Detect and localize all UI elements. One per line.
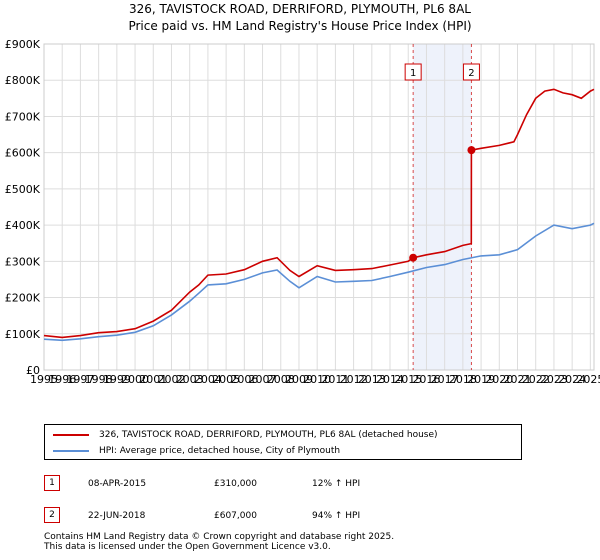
x-tick-label: 2007 <box>249 373 277 386</box>
x-tick-label: 2010 <box>303 373 331 386</box>
x-tick-label: 2006 <box>230 373 258 386</box>
x-tick-label: 1996 <box>48 373 76 386</box>
x-tick-label: 2009 <box>285 373 313 386</box>
x-tick-label: 2018 <box>449 373 477 386</box>
x-tick-label: 2024 <box>558 373 586 386</box>
property-series-line <box>43 88 595 339</box>
x-tick-label: 1995 <box>30 373 58 386</box>
sale-number-badge: 1 <box>44 475 60 491</box>
x-tick-label: 2012 <box>340 373 368 386</box>
sale-price: £607,000 <box>214 511 257 521</box>
legend-item-property: 326, TAVISTOCK ROAD, DERRIFORD, PLYMOUTH… <box>53 428 438 442</box>
y-tick-label: £800K <box>5 74 41 87</box>
y-tick-label: £0 <box>26 364 40 377</box>
y-tick-label: £500K <box>5 183 41 196</box>
sale-hpi-change: 94% ↑ HPI <box>312 511 361 521</box>
sale-point <box>467 146 476 155</box>
x-tick-label: 2001 <box>139 373 167 386</box>
sale-marker-box <box>462 63 480 81</box>
sale-hpi-change: 12% ↑ HPI <box>312 479 361 489</box>
x-tick-label: 2025 <box>576 373 600 386</box>
price-chart: £0 £100K £200K £300K £400K £500K £600K £700K £80… <box>5 38 600 386</box>
y-tick-label: £600K <box>5 147 41 160</box>
footer-copyright: Contains HM Land Registry data © Crown c… <box>44 532 395 542</box>
x-tick-label: 2008 <box>267 373 295 386</box>
chart-legend: 326, TAVISTOCK ROAD, DERRIFORD, PLYMOUTH… <box>44 424 522 460</box>
legend-label-property: 326, TAVISTOCK ROAD, DERRIFORD, PLYMOUTH… <box>99 430 438 440</box>
legend-swatch-hpi <box>53 449 89 452</box>
x-tick-label: 2015 <box>394 373 422 386</box>
x-tick-label: 2002 <box>157 373 185 386</box>
x-tick-label: 2014 <box>376 373 404 386</box>
sale-marker-label: 2 <box>468 68 474 79</box>
x-tick-label: 2016 <box>412 373 440 386</box>
y-tick-label: £700K <box>5 110 41 123</box>
x-tick-label: 2004 <box>194 373 222 386</box>
x-tick-label: 1998 <box>85 373 113 386</box>
x-tick-label: 2005 <box>212 373 240 386</box>
sale-marker-box <box>404 63 422 81</box>
sale-marker-label: 1 <box>410 68 416 79</box>
x-tick-label: 1997 <box>66 373 94 386</box>
sale-date: 08-APR-2015 <box>88 479 147 489</box>
x-tick-label: 2003 <box>176 373 204 386</box>
x-tick-label: 2022 <box>522 373 550 386</box>
x-tick-label: 2020 <box>485 373 513 386</box>
sale-date: 22-JUN-2018 <box>88 511 146 521</box>
x-tick-label: 2017 <box>431 373 459 386</box>
x-tick-label: 2023 <box>540 373 568 386</box>
y-tick-label: £100K <box>5 328 41 341</box>
plot-border <box>43 43 595 371</box>
x-tick-label: 1999 <box>103 373 131 386</box>
y-tick-label: £200K <box>5 292 41 305</box>
x-tick-label: 2013 <box>358 373 386 386</box>
sale-number-badge: 2 <box>44 507 60 523</box>
footer-licence: This data is licensed under the Open Gov… <box>44 542 331 552</box>
y-tick-label: £900K <box>5 38 41 51</box>
x-tick-label: 2000 <box>121 373 149 386</box>
sale-price: £310,000 <box>214 479 257 489</box>
legend-label-hpi: HPI: Average price, detached house, City… <box>99 446 341 456</box>
y-tick-label: £300K <box>5 255 41 268</box>
plot-area <box>44 44 594 370</box>
x-tick-label: 2011 <box>321 373 349 386</box>
y-tick-label: £400K <box>5 219 41 232</box>
hpi-series-line <box>43 222 595 342</box>
x-tick-label: 2021 <box>504 373 532 386</box>
sale-period-shade <box>413 44 472 370</box>
legend-swatch-property <box>53 433 89 436</box>
sale-point <box>409 253 418 262</box>
legend-item-hpi: HPI: Average price, detached house, City… <box>53 444 340 458</box>
chart-subtitle: Price paid vs. HM Land Registry's House … <box>128 19 472 33</box>
chart-title: 326, TAVISTOCK ROAD, DERRIFORD, PLYMOUTH… <box>129 2 471 16</box>
x-tick-label: 2019 <box>467 373 495 386</box>
